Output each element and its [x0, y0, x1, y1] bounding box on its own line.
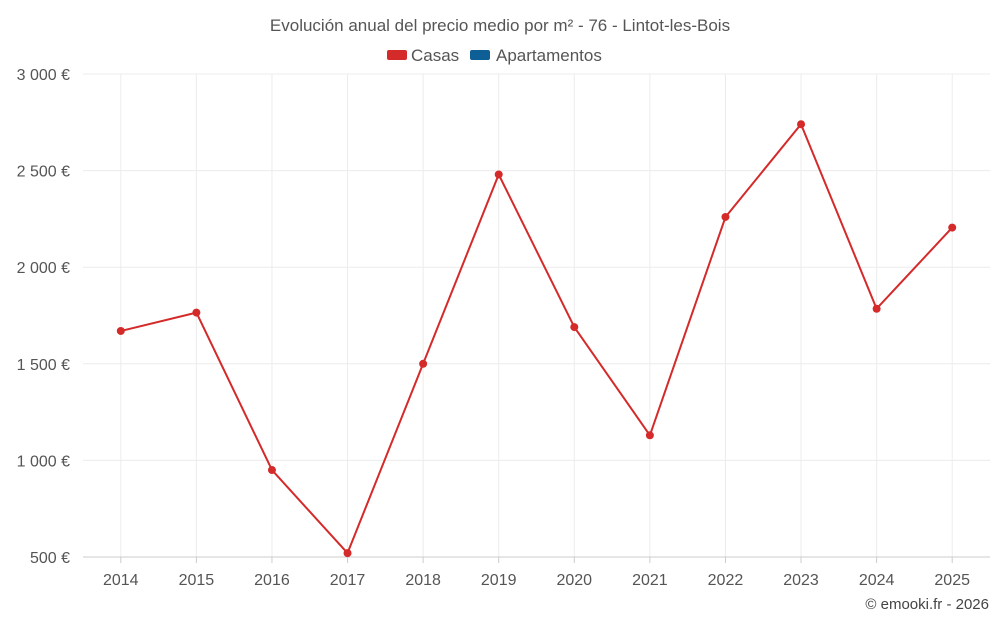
data-point-casas[interactable] [721, 212, 730, 221]
x-tick-label: 2014 [103, 572, 139, 589]
data-point-casas[interactable] [570, 323, 579, 332]
data-point-casas[interactable] [872, 304, 881, 313]
series-casas [116, 120, 957, 558]
y-tick-label: 3 000 € [17, 67, 70, 84]
legend-item-apartamentos[interactable]: Apartamentos [470, 46, 602, 65]
y-tick-label: 1 500 € [17, 357, 70, 374]
data-point-casas[interactable] [645, 431, 654, 440]
x-tick-label: 2019 [481, 572, 517, 589]
data-point-casas[interactable] [419, 359, 428, 368]
legend-label-apartamentos: Apartamentos [496, 46, 602, 65]
axes: 500 € 1 000 € 1 500 € 2 000 € 2 500 € 3 000 €… [17, 67, 990, 589]
legend-item-casas[interactable]: Casas [387, 46, 459, 65]
legend-swatch-apartamentos [470, 50, 490, 60]
series-line-casas [120, 123, 953, 555]
x-tick-label: 2023 [783, 572, 819, 589]
legend-label-casas: Casas [411, 46, 459, 65]
x-tick-label: 2022 [708, 572, 744, 589]
data-point-casas[interactable] [343, 549, 352, 558]
x-tick-label: 2015 [179, 572, 215, 589]
x-tick-label: 2024 [859, 572, 895, 589]
grid [83, 73, 990, 557]
y-tick-label: 2 000 € [17, 260, 70, 277]
y-tick-label: 1 000 € [17, 453, 70, 470]
x-tick-label: 2017 [330, 572, 366, 589]
legend: Casas Apartamentos [387, 46, 602, 65]
credit-text: © emooki.fr - 2026 [865, 596, 989, 613]
data-point-casas[interactable] [267, 466, 276, 475]
x-tick-label: 2020 [556, 572, 592, 589]
x-tick-label: 2025 [934, 572, 970, 589]
x-tick-label: 2018 [405, 572, 441, 589]
legend-swatch-casas [387, 50, 407, 60]
x-tick-label: 2021 [632, 572, 668, 589]
data-point-casas[interactable] [116, 326, 125, 335]
data-point-casas[interactable] [494, 170, 503, 179]
y-tick-label: 500 € [30, 550, 70, 567]
y-tick-label: 2 500 € [17, 164, 70, 181]
data-point-casas[interactable] [948, 223, 957, 232]
data-point-casas[interactable] [192, 308, 201, 317]
chart-title: Evolución anual del precio medio por m² … [270, 16, 730, 35]
data-point-casas[interactable] [797, 120, 806, 129]
x-tick-label: 2016 [254, 572, 290, 589]
